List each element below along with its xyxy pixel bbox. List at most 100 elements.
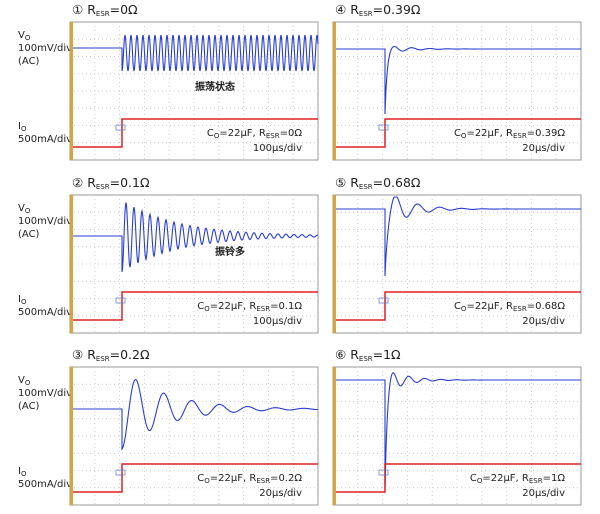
vo-trace <box>73 379 318 451</box>
scope-screen <box>332 21 582 161</box>
annotation: 振荡状态 <box>195 80 235 93</box>
subscript: ESR <box>96 183 110 191</box>
v-scale: 100mV/div <box>18 43 72 54</box>
subscript: O <box>21 125 27 133</box>
panel-number: ④ <box>335 2 346 17</box>
text-part: C <box>454 128 461 139</box>
timebase: 20μs/div <box>259 488 302 499</box>
panel-number: ⑥ <box>335 347 346 362</box>
text-part: C <box>207 128 214 139</box>
label: IO <box>18 121 27 133</box>
scope-screen: 振铃多 <box>69 194 319 334</box>
trigger-marker <box>115 469 126 476</box>
text-part: R <box>350 2 359 17</box>
text-part: C <box>470 473 477 484</box>
trigger-marker <box>115 124 126 131</box>
text-part: =22μF, R <box>482 473 529 484</box>
subscript: O <box>21 298 27 306</box>
label: VO <box>18 203 31 215</box>
v-scale: 100mV/div <box>18 388 72 399</box>
subscript: ESR <box>266 132 280 140</box>
text-part: =22μF, R <box>219 128 266 139</box>
panel-title: ④ RESR=0.39Ω <box>335 2 421 18</box>
text-part: R <box>350 175 359 190</box>
text-part: =0.2Ω <box>270 473 302 484</box>
text-part: =0.39Ω <box>373 2 421 17</box>
label: IO <box>18 466 27 478</box>
ground-strip <box>70 367 73 505</box>
label: CO=22μF, RESR=0.1Ω <box>197 301 302 313</box>
text-part: =0.1Ω <box>110 175 150 190</box>
text-part: I <box>18 466 21 477</box>
subscript: ESR <box>513 305 527 313</box>
label: CO=22μF, RESR=1Ω <box>470 473 566 485</box>
text-part: =0Ω <box>280 128 303 139</box>
timebase: 20μs/div <box>522 316 565 327</box>
panel-title: ③ RESR=0.2Ω <box>72 347 150 363</box>
ac-label: (AC) <box>18 229 40 240</box>
text-part: =0.39Ω <box>527 128 566 139</box>
subscript: O <box>21 470 27 478</box>
scope-screen: 振荡状态 <box>69 21 319 161</box>
annotation: 振铃多 <box>215 245 245 258</box>
text-part: V <box>18 203 25 214</box>
text-part: =22μF, R <box>210 473 257 484</box>
ground-strip <box>70 22 73 160</box>
io-trace <box>73 291 318 321</box>
subscript: ESR <box>256 477 270 485</box>
trigger-marker <box>115 297 126 304</box>
subscript: ESR <box>96 355 110 363</box>
text-part: I <box>18 294 21 305</box>
subscript: ESR <box>359 355 373 363</box>
subscript: O <box>214 132 220 140</box>
vo-trace <box>336 45 581 115</box>
timebase: 20μs/div <box>522 143 565 154</box>
label: CO=22μF, RESR=0.39Ω <box>454 128 565 140</box>
subscript: O <box>461 305 467 313</box>
text-part: =0Ω <box>110 2 138 17</box>
vo-trace <box>336 372 581 490</box>
scope-screen <box>332 194 582 334</box>
scope-screen <box>332 366 582 506</box>
text-part: V <box>18 30 25 41</box>
label: CO=22μF, RESR=0Ω <box>207 128 303 140</box>
subscript: O <box>25 379 31 387</box>
subscript: ESR <box>359 183 373 191</box>
vo-trace <box>73 34 319 72</box>
subscript: O <box>477 477 483 485</box>
subscript: O <box>25 207 31 215</box>
subscript: ESR <box>96 10 110 18</box>
io-trace <box>336 463 581 493</box>
i-scale: 500mA/div <box>18 134 72 145</box>
subscript: ESR <box>513 132 527 140</box>
text-part: =22μF, R <box>466 128 513 139</box>
text-part: =22μF, R <box>466 301 513 312</box>
text-part: R <box>87 347 96 362</box>
vo-trace <box>73 202 318 273</box>
panel-number: ① <box>72 2 83 17</box>
panel-number: ③ <box>72 347 83 362</box>
label: CO=22μF, RESR=0.2Ω <box>197 473 302 485</box>
i-scale: 500mA/div <box>18 479 72 490</box>
subscript: O <box>461 132 467 140</box>
text-part: =0.2Ω <box>110 347 150 362</box>
io-trace <box>73 463 318 493</box>
text-part: =22μF, R <box>210 301 257 312</box>
label: VO <box>18 30 31 42</box>
panel-number: ⑤ <box>335 175 346 190</box>
subscript: O <box>25 34 31 42</box>
text-part: R <box>350 347 359 362</box>
text-part: =0.68Ω <box>373 175 421 190</box>
io-trace <box>336 291 581 321</box>
text-part: V <box>18 375 25 386</box>
panel-title: ① RESR=0Ω <box>72 2 138 18</box>
label: VO <box>18 375 31 387</box>
panel-title: ② RESR=0.1Ω <box>72 175 150 191</box>
text-part: R <box>87 175 96 190</box>
ground-strip <box>333 22 336 160</box>
trigger-marker <box>378 124 389 131</box>
panel-title: ⑤ RESR=0.68Ω <box>335 175 421 191</box>
subscript: ESR <box>529 477 543 485</box>
text-part: R <box>87 2 96 17</box>
